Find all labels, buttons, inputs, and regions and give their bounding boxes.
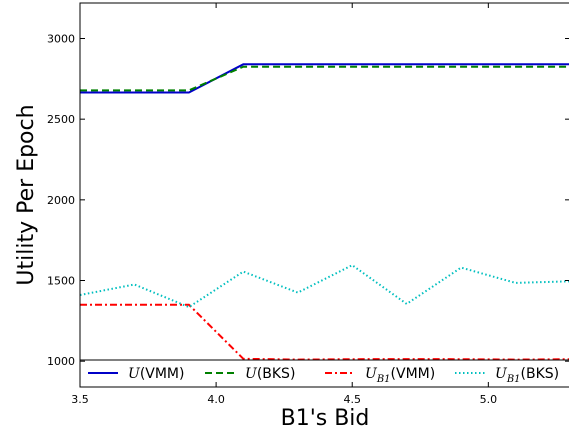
x-tick-label: 3.5 <box>71 393 89 406</box>
x-tick-label: 4.5 <box>343 393 361 406</box>
y-tick-label: 2000 <box>47 194 75 207</box>
series-line-u-vmm <box>80 63 569 94</box>
y-tick-label: 1000 <box>47 355 75 368</box>
x-tick-label: 5.0 <box>480 393 498 406</box>
axis-ticks: 3.5 4.0 4.5 5.0 1000 1500 2000 2500 3000 <box>47 3 569 406</box>
series-line-u-bks <box>80 65 569 92</box>
series-line-u-b1-vmm <box>80 303 569 361</box>
y-tick-label: 2500 <box>47 113 75 126</box>
y-tick-label: 3000 <box>47 32 75 45</box>
y-axis-title: Utility Per Epoch <box>14 104 39 285</box>
legend-label-u-b1-bks: UB1(BKS) <box>495 366 559 385</box>
x-tick-label: 4.0 <box>207 393 225 406</box>
legend-label-u-vmm: U(VMM) <box>128 366 184 382</box>
series-line-u-b1-bks <box>79 264 569 309</box>
legend: U(VMM) U(BKS) UB1(VMM) UB1(BKS) <box>88 366 559 385</box>
plot-frame <box>79 2 569 388</box>
series-layer <box>79 63 569 361</box>
legend-label-u-b1-vmm: UB1(VMM) <box>365 366 435 385</box>
legend-label-u-bks: U(BKS) <box>245 366 295 382</box>
y-tick-label: 1500 <box>47 275 75 288</box>
x-axis-title: B1's Bid <box>281 406 370 431</box>
